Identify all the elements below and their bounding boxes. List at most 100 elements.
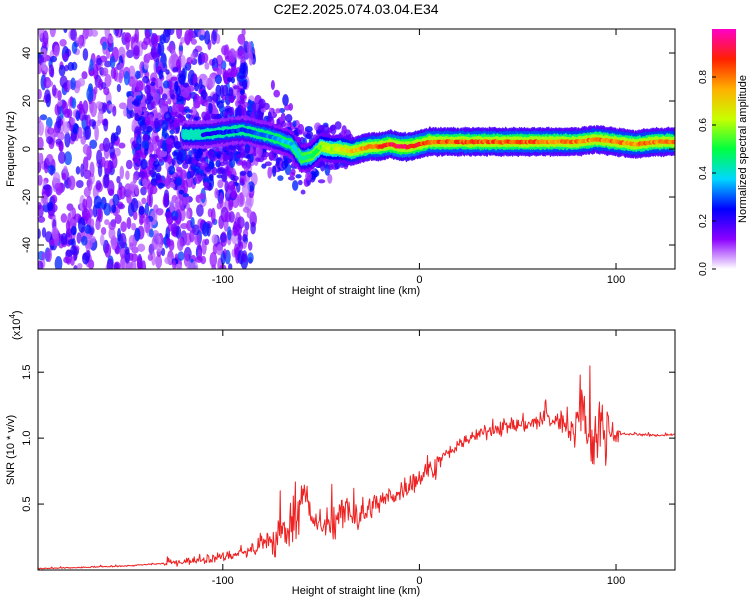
colorbar-tick-label: 0.8 [698, 70, 709, 84]
heatmap-cell [237, 232, 242, 248]
heatmap-cell [83, 169, 92, 180]
heatmap-cell [57, 99, 63, 107]
colorbar-ticks: 0.0 0.2 0.4 0.6 0.8 [698, 70, 716, 276]
heatmap-cell [82, 144, 90, 155]
heatmap-cell [227, 226, 232, 241]
heatmap-cell [239, 94, 247, 100]
heatmap-cell [171, 151, 178, 157]
heatmap-cell [159, 150, 168, 158]
snr-series-line [37, 365, 675, 570]
heatmap-cell [46, 136, 54, 145]
heatmap-cell [116, 175, 121, 184]
snr-y-tick-label: 0.5 [21, 496, 33, 511]
heatmap-cell [176, 114, 183, 119]
heatmap-x-axis-label: Height of straight line (km) [292, 285, 420, 297]
heatmap-cell [195, 256, 203, 263]
heatmap-cell [196, 204, 204, 217]
heatmap-cell [104, 29, 110, 39]
heatmap-cell [70, 117, 76, 126]
heatmap-cell [169, 129, 175, 135]
heatmap-cell [48, 64, 54, 78]
heatmap-cell [100, 82, 107, 90]
heatmap-cell [148, 191, 153, 208]
heatmap-cell [161, 100, 169, 107]
heatmap-cell [155, 135, 160, 143]
heatmap-cell [209, 173, 214, 182]
heatmap-cell [132, 153, 140, 164]
heatmap-cell [214, 113, 219, 118]
heatmap-cell [228, 263, 233, 269]
heatmap-cell [77, 217, 86, 233]
heatmap-cell [136, 256, 143, 269]
heatmap-cell [115, 125, 122, 135]
heatmap-cell [216, 174, 223, 179]
snr-y-axis-label: SNR (10 * v/v) [5, 415, 17, 485]
heatmap-cell [58, 64, 66, 77]
heatmap-cell [137, 243, 146, 252]
heatmap-cell [41, 61, 47, 71]
heatmap-cell [218, 215, 225, 229]
heatmap-cell [90, 101, 97, 118]
heatmap-cell [241, 250, 248, 263]
heatmap-cell [230, 76, 236, 84]
heatmap-cell [232, 85, 240, 90]
heatmap-cell [172, 66, 179, 72]
heatmap-cell [54, 233, 60, 247]
heatmap-cell [257, 98, 266, 109]
heatmap-cell [38, 228, 41, 240]
heatmap-cell [176, 151, 184, 161]
heatmap-cell [194, 233, 202, 246]
heatmap-cell [215, 84, 222, 97]
heatmap-cell [166, 155, 173, 165]
heatmap-cell [281, 160, 288, 169]
heatmap-cell [89, 139, 98, 150]
heatmap-cell [239, 177, 245, 184]
heatmap-cell [250, 221, 256, 235]
heatmap-cell [136, 80, 144, 92]
heatmap-cell [94, 125, 99, 141]
heatmap-cell [41, 227, 47, 238]
heatmap-cell [82, 48, 89, 61]
heatmap-cell [219, 232, 227, 243]
heatmap-cell [180, 36, 186, 44]
heatmap-cell [208, 102, 213, 115]
heatmap-cell [319, 159, 326, 172]
heatmap-cell [190, 163, 196, 171]
heatmap-cell [140, 158, 148, 170]
heatmap-cell [184, 30, 191, 45]
heatmap-cell [239, 88, 246, 95]
heatmap-cell [178, 189, 185, 195]
heatmap-cell [119, 232, 127, 249]
heatmap-panel: -100 0 100 -40 -20 0 20 40 Height of straight l… [5, 28, 676, 297]
heatmap-cell [176, 176, 182, 186]
heatmap-cell [119, 185, 126, 200]
heatmap-cell [97, 206, 103, 223]
heatmap-cell [221, 84, 229, 97]
heatmap-cell [177, 237, 184, 252]
snr-multiplier-close: ) [11, 310, 23, 314]
heatmap-cell [75, 110, 81, 122]
heatmap-cell [157, 41, 165, 56]
heatmap-cell [126, 216, 132, 230]
heatmap-cell [126, 49, 134, 59]
heatmap-cell [77, 262, 83, 269]
heatmap-cell [109, 56, 116, 69]
heatmap-cell [229, 97, 234, 104]
heatmap-cell [70, 245, 77, 255]
heatmap-cell [38, 152, 43, 162]
heatmap-cell [61, 172, 67, 181]
heatmap-cell [53, 44, 60, 57]
heatmap-cell [93, 86, 98, 95]
heatmap-cell [112, 105, 117, 117]
heatmap-cell [38, 216, 46, 223]
heatmap-cell [287, 176, 296, 181]
heatmap-cell [168, 165, 176, 175]
heatmap-cell [190, 107, 197, 116]
heatmap-cell [70, 77, 76, 91]
heatmap-cell [217, 179, 224, 189]
heatmap-cell [223, 44, 230, 60]
heatmap-cell [182, 193, 190, 198]
heatmap-cell [57, 151, 66, 164]
heatmap-cell [223, 154, 231, 161]
heatmap-cell [152, 160, 160, 168]
